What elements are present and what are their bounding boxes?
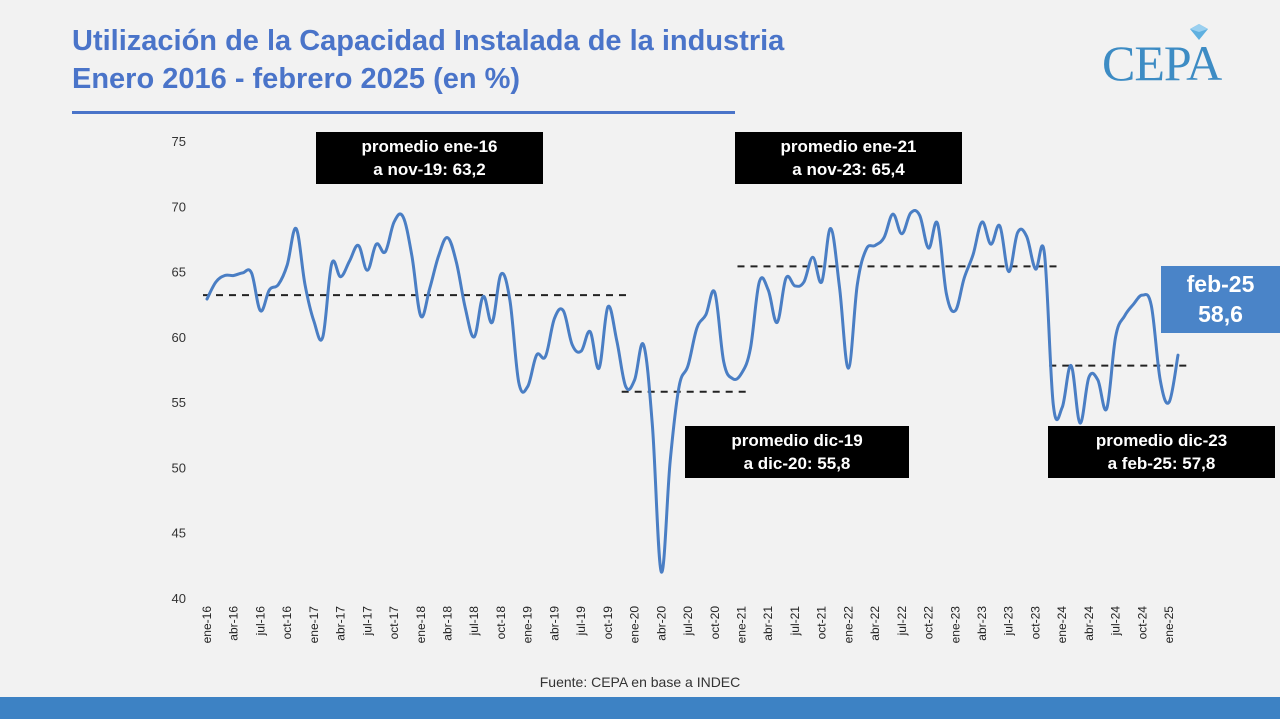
y-tick-label: 60 [172,330,186,345]
y-tick-label: 70 [172,199,186,214]
x-tick-label: oct-24 [1135,606,1149,640]
x-tick-label: abr-24 [1082,606,1096,641]
y-tick-label: 50 [172,460,186,475]
x-tick-label: oct-19 [601,606,615,640]
title-line-2: Enero 2016 - febrero 2025 (en %) [72,63,521,95]
x-tick-label: ene-25 [1162,606,1176,644]
x-tick-label: abr-20 [654,606,668,641]
last-value-badge: feb-25 58,6 [1161,266,1280,333]
title-line-1: Utilización de la Capacidad Instalada de… [72,25,785,57]
x-tick-label: ene-19 [521,606,535,644]
y-tick-label: 45 [172,526,186,541]
x-tick-label: jul-23 [1002,606,1016,637]
x-tick-label: oct-23 [1028,606,1042,640]
last-value-label: feb-25 [1186,271,1255,297]
x-tick-label: jul-19 [574,606,588,637]
x-tick-label: oct-16 [280,606,294,640]
x-tick-label: oct-20 [708,606,722,640]
chart-title: Utilización de la Capacidad Instalada de… [72,22,784,98]
average-value: a nov-19: 63,2 [373,160,486,179]
x-tick-label: jul-24 [1109,606,1123,637]
x-tick-label: ene-21 [734,606,748,644]
average-label: promedio ene-21 [780,137,917,156]
average-label: promedio ene-16 [361,137,498,156]
y-tick-label: 40 [172,591,186,606]
y-tick-label: 75 [172,134,186,149]
average-label: promedio dic-23 [1095,431,1228,450]
average-value: a nov-23: 65,4 [792,160,905,179]
average-label: promedio dic-19 [731,431,863,450]
x-tick-label: abr-23 [975,606,989,641]
last-value-number: 58,6 [1198,301,1243,327]
x-tick-label: ene-20 [628,606,642,644]
x-tick-label: ene-24 [1055,606,1069,644]
x-tick-label: jul-21 [788,606,802,637]
logo-text: CEPA [1102,35,1222,91]
x-tick-label: abr-17 [334,606,348,641]
footer-bar [0,697,1280,719]
y-tick-label: 65 [172,265,186,280]
series-line [205,209,1180,574]
average-callout-4: promedio dic-23 a feb-25: 57,8 [1048,426,1275,478]
x-tick-label: abr-22 [868,606,882,641]
x-tick-label: abr-16 [227,606,241,641]
x-tick-label: ene-18 [414,606,428,644]
title-underline [72,111,735,114]
x-tick-label: jul-18 [467,606,481,637]
x-tick-label: oct-17 [387,606,401,640]
average-value: a feb-25: 57,8 [1107,454,1216,473]
y-tick-label: 55 [172,395,186,410]
x-tick-label: jul-16 [253,606,267,637]
logo-mark-icon [1190,24,1208,40]
x-tick-label: jul-17 [360,606,374,637]
x-tick-label: ene-17 [307,606,321,644]
x-tick-label: ene-16 [200,606,214,644]
x-tick-label: jul-22 [895,606,909,637]
cepa-logo: CEPA [1102,24,1232,91]
x-tick-label: oct-22 [922,606,936,640]
x-axis: ene-16 abr-16 jul-16 oct-16 ene-17 abr-17 jul-… [200,606,1176,644]
x-tick-label: jul-20 [681,606,695,637]
x-tick-label: ene-23 [948,606,962,644]
x-tick-label: abr-19 [547,606,561,641]
x-tick-label: ene-22 [841,606,855,644]
x-tick-label: abr-18 [441,606,455,641]
y-axis: 40 45 50 55 60 65 70 75 [172,134,186,606]
average-value: a dic-20: 55,8 [743,454,851,473]
average-callout-1: promedio ene-16 a nov-19: 63,2 [316,132,543,184]
x-tick-label: abr-21 [761,606,775,641]
source-note: Fuente: CEPA en base a INDEC [539,674,741,690]
x-tick-label: oct-18 [494,606,508,640]
x-tick-label: oct-21 [815,606,829,640]
average-callout-3: promedio ene-21 a nov-23: 65,4 [735,132,962,184]
average-callout-2: promedio dic-19 a dic-20: 55,8 [685,426,909,478]
